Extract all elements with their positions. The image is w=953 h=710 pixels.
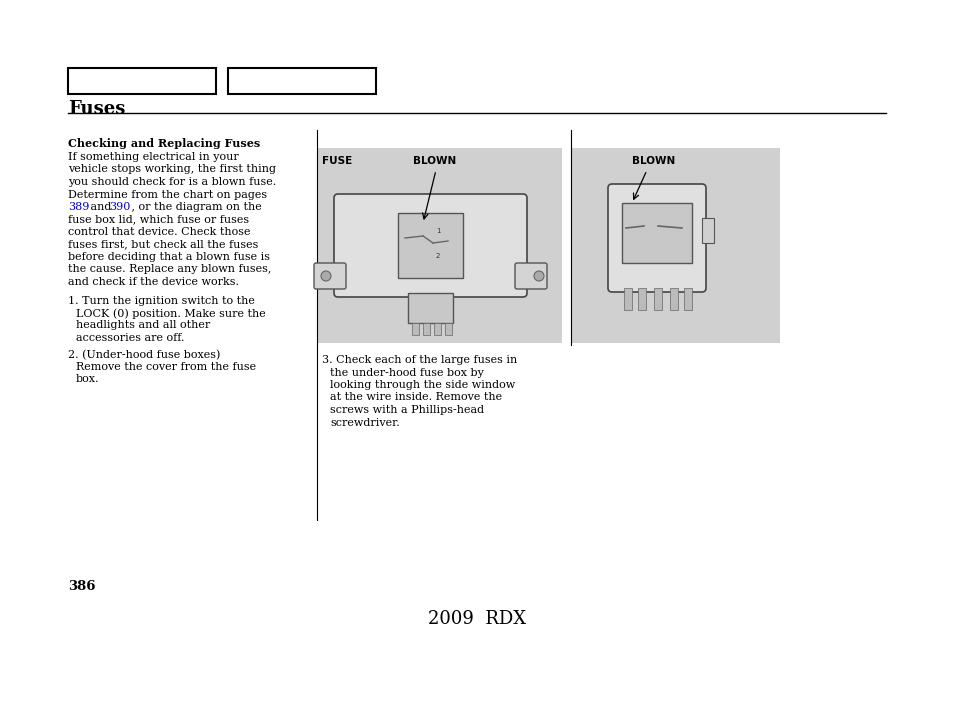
Text: fuses first, but check all the fuses: fuses first, but check all the fuses (68, 239, 258, 249)
Bar (68, 68, 215, 94)
Text: 1. Turn the ignition switch to the: 1. Turn the ignition switch to the (68, 295, 254, 305)
Bar (572, 148, 780, 343)
Text: and: and (87, 202, 114, 212)
Text: If something electrical in your: If something electrical in your (68, 152, 238, 162)
Circle shape (534, 271, 543, 281)
Text: you should check for is a blown fuse.: you should check for is a blown fuse. (68, 177, 276, 187)
Bar (623, 288, 631, 310)
Bar (317, 148, 561, 343)
Text: before deciding that a blown fuse is: before deciding that a blown fuse is (68, 252, 270, 262)
Text: FUSE: FUSE (322, 156, 352, 166)
FancyBboxPatch shape (314, 263, 346, 289)
Bar (654, 288, 661, 310)
FancyBboxPatch shape (607, 184, 705, 292)
Text: fuse box lid, which fuse or fuses: fuse box lid, which fuse or fuses (68, 214, 249, 224)
Text: 1: 1 (436, 228, 439, 234)
Text: at the wire inside. Remove the: at the wire inside. Remove the (330, 393, 501, 403)
FancyBboxPatch shape (515, 263, 546, 289)
Bar (228, 68, 375, 94)
Text: and check if the device works.: and check if the device works. (68, 277, 239, 287)
Text: 389: 389 (68, 202, 90, 212)
Text: control that device. Check those: control that device. Check those (68, 227, 251, 237)
Text: screwdriver.: screwdriver. (330, 417, 399, 427)
Bar (444, 323, 452, 335)
Text: accessories are off.: accessories are off. (76, 333, 184, 343)
Text: 2. (Under-hood fuse boxes): 2. (Under-hood fuse boxes) (68, 349, 220, 360)
Text: the under-hood fuse box by: the under-hood fuse box by (330, 368, 483, 378)
Bar (422, 323, 430, 335)
Text: vehicle stops working, the first thing: vehicle stops working, the first thing (68, 165, 275, 175)
Text: box.: box. (76, 374, 99, 385)
Text: Fuses: Fuses (68, 100, 125, 118)
Text: the cause. Replace any blown fuses,: the cause. Replace any blown fuses, (68, 265, 271, 275)
Text: 390: 390 (109, 202, 131, 212)
Text: Checking and Replacing Fuses: Checking and Replacing Fuses (68, 138, 260, 149)
Circle shape (320, 271, 331, 281)
FancyBboxPatch shape (334, 194, 526, 297)
Text: looking through the side window: looking through the side window (330, 380, 515, 390)
Bar (434, 323, 440, 335)
Bar (638, 288, 645, 310)
Text: 2009  RDX: 2009 RDX (428, 610, 525, 628)
Bar (621, 203, 691, 263)
Text: headlights and all other: headlights and all other (76, 320, 210, 330)
Bar (408, 293, 453, 323)
Text: LOCK (0) position. Make sure the: LOCK (0) position. Make sure the (76, 308, 266, 319)
Text: Determine from the chart on pages: Determine from the chart on pages (68, 190, 267, 200)
Text: screws with a Phillips-head: screws with a Phillips-head (330, 405, 483, 415)
Text: 2: 2 (436, 253, 439, 259)
Bar (669, 288, 678, 310)
Text: 3. Check each of the large fuses in: 3. Check each of the large fuses in (322, 355, 517, 365)
Text: BLOWN: BLOWN (631, 156, 675, 166)
Text: 386: 386 (68, 580, 95, 593)
Bar (683, 288, 691, 310)
Bar (397, 213, 462, 278)
Bar (701, 218, 713, 243)
Bar (412, 323, 418, 335)
Text: BLOWN: BLOWN (413, 156, 456, 166)
Text: Remove the cover from the fuse: Remove the cover from the fuse (76, 362, 255, 372)
Text: , or the diagram on the: , or the diagram on the (128, 202, 261, 212)
